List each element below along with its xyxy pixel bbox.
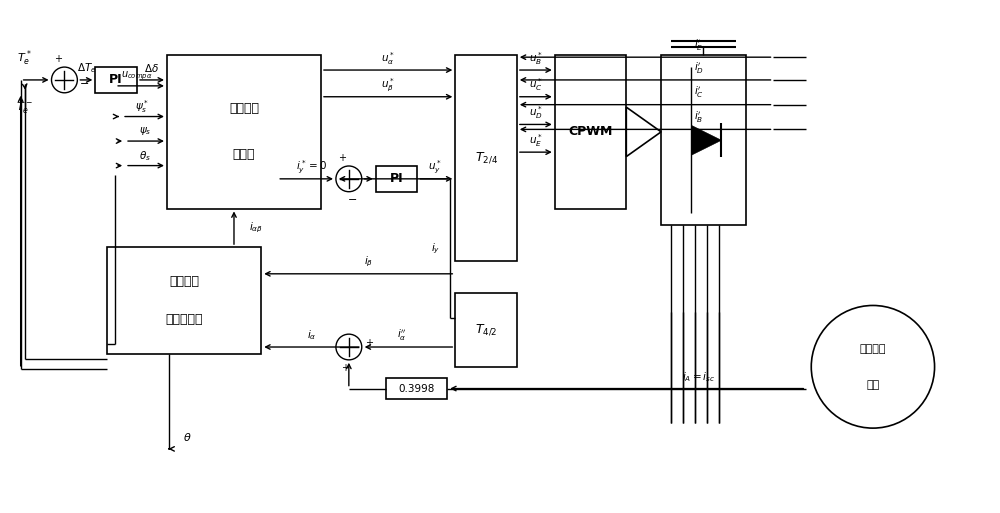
Text: +: + [341, 363, 349, 373]
Text: $u_\beta^*$: $u_\beta^*$ [381, 76, 395, 93]
Text: +: + [365, 338, 373, 348]
Text: $u_y^*$: $u_y^*$ [428, 159, 442, 175]
Text: $u_C^*$: $u_C^*$ [529, 76, 543, 93]
Bar [455, 292, 517, 367]
Bar [555, 55, 626, 208]
Polygon shape [626, 107, 661, 156]
Text: $\theta$: $\theta$ [183, 431, 192, 443]
Text: $T_e^-$: $T_e^-$ [16, 100, 33, 115]
Text: $T_{2/4}$: $T_{2/4}$ [475, 151, 498, 165]
Text: 定子磁链: 定子磁链 [169, 275, 199, 288]
Text: $u_B^*$: $u_B^*$ [529, 50, 543, 67]
Text: $u_\alpha^*$: $u_\alpha^*$ [381, 50, 395, 67]
Text: CPWM: CPWM [568, 125, 613, 139]
Bar [167, 55, 321, 208]
Polygon shape [691, 126, 721, 155]
Text: $\Delta T_e$: $\Delta T_e$ [77, 61, 96, 75]
Text: $i_D'$: $i_D'$ [694, 61, 704, 76]
Text: $T_{4/2}$: $T_{4/2}$ [475, 322, 497, 337]
Bar [661, 55, 746, 225]
Text: $i_A = i_{sc}$: $i_A = i_{sc}$ [682, 370, 716, 384]
Text: −: − [80, 79, 89, 89]
Text: 五相永磁: 五相永磁 [860, 344, 886, 354]
Text: +: + [54, 54, 62, 64]
Text: $T_e^*$: $T_e^*$ [17, 48, 32, 68]
Text: $i_E'$: $i_E'$ [694, 37, 704, 53]
Text: $i_{\alpha\beta}$: $i_{\alpha\beta}$ [249, 221, 263, 235]
Bar [386, 378, 447, 400]
Text: $\Delta\delta$: $\Delta\delta$ [144, 62, 159, 74]
Bar [107, 247, 261, 354]
Text: PI: PI [390, 172, 403, 185]
Text: $u_{comp\alpha}$: $u_{comp\alpha}$ [121, 70, 153, 82]
Text: $\psi_s$: $\psi_s$ [139, 125, 151, 137]
Text: $i_\alpha$: $i_\alpha$ [307, 328, 316, 342]
Bar [95, 67, 137, 93]
Text: 预测器: 预测器 [233, 148, 255, 162]
Text: $i_\beta$: $i_\beta$ [364, 255, 373, 269]
Text: $i_y$: $i_y$ [431, 241, 440, 255]
Text: $i_C'$: $i_C'$ [694, 85, 704, 101]
Text: $u_E^*$: $u_E^*$ [529, 132, 543, 149]
Text: −: − [348, 194, 357, 205]
Text: $i_\alpha''$: $i_\alpha''$ [397, 327, 407, 343]
Text: $\psi_s^*$: $\psi_s^*$ [135, 98, 149, 115]
Text: $i_y^*=0$: $i_y^*=0$ [296, 159, 327, 175]
Text: 转矩观测器: 转矩观测器 [166, 313, 203, 326]
Text: 电机: 电机 [866, 380, 880, 389]
Text: 电压矢量: 电压矢量 [229, 103, 259, 115]
Text: PI: PI [109, 73, 123, 86]
Text: +: + [338, 153, 346, 163]
Text: $u_D^*$: $u_D^*$ [529, 104, 543, 121]
Text: $\theta_s$: $\theta_s$ [139, 149, 151, 163]
Text: 0.3998: 0.3998 [398, 384, 435, 393]
Bar [376, 166, 417, 192]
Text: $i_B'$: $i_B'$ [694, 110, 704, 125]
Bar [455, 55, 517, 261]
